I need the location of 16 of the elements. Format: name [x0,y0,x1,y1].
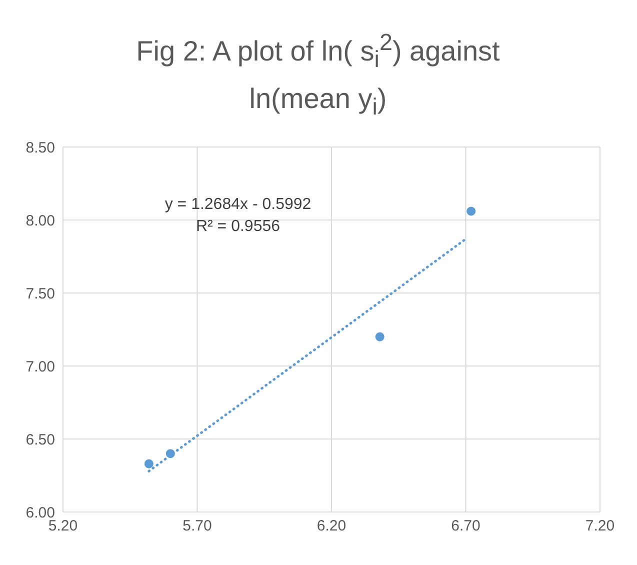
chart-title: Fig 2: A plot of ln( s$_{i}$$^{2}$) against ln(mean y$_{i}$) [135,28,501,122]
x-tick-label: 7.20 [585,518,615,535]
x-tick-label: 5.70 [182,518,212,535]
y-tick-label: 6.50 [26,431,55,448]
x-tick-label: 6.70 [451,518,480,535]
point [466,206,476,216]
y-tick-label: 8.50 [26,139,55,156]
annotation: y = 1.2684x - 0.5992 [164,196,312,214]
point [144,459,154,468]
y-tick-label: 7.50 [26,285,55,302]
y-tick-label: 7.00 [26,358,55,376]
point [166,449,175,458]
annotation: R² = 0.9556 [194,218,282,236]
y-tick-label: 8.00 [26,212,55,230]
point [375,332,384,342]
x-tick-label: 6.20 [316,518,346,535]
